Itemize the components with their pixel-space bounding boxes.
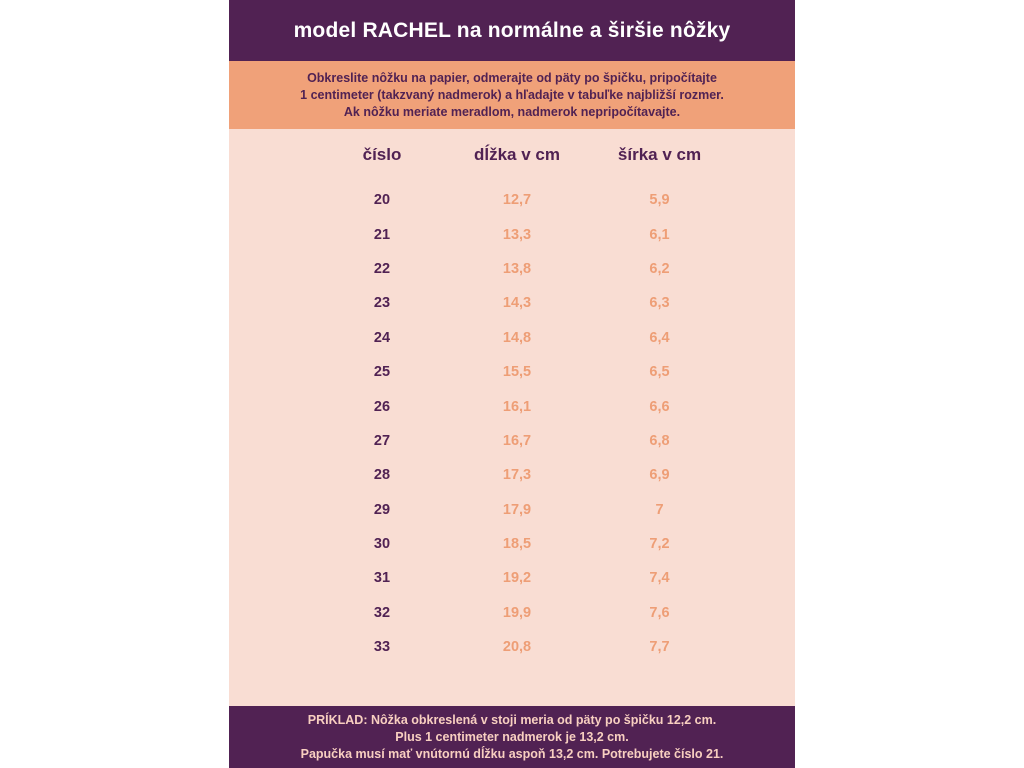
- size-number: 22: [373, 260, 391, 277]
- column-header-sirka: šírka v cm: [617, 145, 702, 164]
- size-number: 31: [373, 570, 391, 587]
- instruction-line-1: Obkreslite nôžku na papier, odmerajte od…: [307, 70, 717, 85]
- column-header-cislo: číslo: [362, 145, 402, 164]
- length-value: 14,8: [502, 329, 532, 346]
- width-value: 6,1: [649, 226, 670, 243]
- size-number: 27: [373, 432, 391, 449]
- table-row: 20 12,7 5,9: [307, 183, 795, 217]
- length-value: 12,7: [502, 192, 532, 209]
- table-row: 23 14,3 6,3: [307, 286, 795, 320]
- table-row: 22 13,8 6,2: [307, 252, 795, 286]
- footer-line-2: Plus 1 centimeter nadmerok je 13,2 cm.: [395, 729, 629, 744]
- instruction-line-2: 1 centimeter (takzvaný nadmerok) a hľada…: [300, 87, 724, 102]
- table-row: 25 15,5 6,5: [307, 355, 795, 389]
- table-row: 24 14,8 6,4: [307, 321, 795, 355]
- length-value: 18,5: [502, 536, 532, 553]
- table-row: 28 17,3 6,9: [307, 458, 795, 492]
- width-value: 7,2: [649, 536, 670, 553]
- instructions-banner: Obkreslite nôžku na papier, odmerajte od…: [229, 61, 795, 129]
- length-value: 17,9: [502, 501, 532, 518]
- size-number: 25: [373, 364, 391, 381]
- table-row: 27 16,7 6,8: [307, 424, 795, 458]
- size-number: 29: [373, 501, 391, 518]
- size-number: 30: [373, 536, 391, 553]
- table-row: 33 20,8 7,7: [307, 630, 795, 664]
- width-value: 6,5: [649, 364, 670, 381]
- length-value: 19,2: [502, 570, 532, 587]
- size-number: 21: [373, 226, 391, 243]
- size-number: 20: [373, 192, 391, 209]
- table-header-row: číslo dĺžka v cm šírka v cm: [307, 139, 795, 183]
- width-value: 7,4: [649, 570, 670, 587]
- width-value: 6,4: [649, 329, 670, 346]
- example-footer: PRÍKLAD: Nôžka obkreslená v stoji meria …: [229, 706, 795, 768]
- page-title: model RACHEL na normálne a širšie nôžky: [293, 18, 731, 42]
- size-number: 26: [373, 398, 391, 415]
- size-number: 28: [373, 467, 391, 484]
- size-table-body: 20 12,7 5,9 21 13,3 6,1 22 13,8 6,2 23 14,3 6,3 24 14…: [307, 183, 795, 664]
- size-chart-page: model RACHEL na normálne a širšie nôžky …: [229, 0, 795, 768]
- length-value: 17,3: [502, 467, 532, 484]
- length-value: 16,1: [502, 398, 532, 415]
- footer-line-1: PRÍKLAD: Nôžka obkreslená v stoji meria …: [307, 712, 717, 727]
- table-row: 32 19,9 7,6: [307, 596, 795, 630]
- table-row: 29 17,9 7: [307, 493, 795, 527]
- width-value: 6,6: [649, 398, 670, 415]
- length-value: 15,5: [502, 364, 532, 381]
- size-table: číslo dĺžka v cm šírka v cm 20 12,7 5,9 21 1…: [229, 129, 795, 706]
- title-bar: model RACHEL na normálne a širšie nôžky: [229, 0, 795, 61]
- size-number: 23: [373, 295, 391, 312]
- length-value: 13,3: [502, 226, 532, 243]
- column-header-dlzka: dĺžka v cm: [474, 145, 560, 164]
- width-value: 5,9: [649, 192, 670, 209]
- instruction-line-3: Ak nôžku meriate meradlom, nadmerok nepr…: [343, 104, 681, 119]
- width-value: 6,3: [649, 295, 670, 312]
- footer-line-3: Papučka musí mať vnútornú dĺžku aspoň 13…: [300, 746, 724, 761]
- size-number: 33: [373, 639, 391, 656]
- table-row: 31 19,2 7,4: [307, 561, 795, 595]
- table-row: 26 16,1 6,6: [307, 389, 795, 423]
- length-value: 20,8: [502, 639, 532, 656]
- size-number: 24: [373, 329, 391, 346]
- width-value: 7: [655, 501, 664, 518]
- width-value: 6,2: [649, 260, 670, 277]
- width-value: 6,8: [649, 432, 670, 449]
- width-value: 6,9: [649, 467, 670, 484]
- length-value: 14,3: [502, 295, 532, 312]
- width-value: 7,7: [649, 639, 670, 656]
- length-value: 16,7: [502, 432, 532, 449]
- length-value: 19,9: [502, 604, 532, 621]
- length-value: 13,8: [502, 260, 532, 277]
- width-value: 7,6: [649, 604, 670, 621]
- table-row: 21 13,3 6,1: [307, 217, 795, 251]
- table-row: 30 18,5 7,2: [307, 527, 795, 561]
- size-number: 32: [373, 604, 391, 621]
